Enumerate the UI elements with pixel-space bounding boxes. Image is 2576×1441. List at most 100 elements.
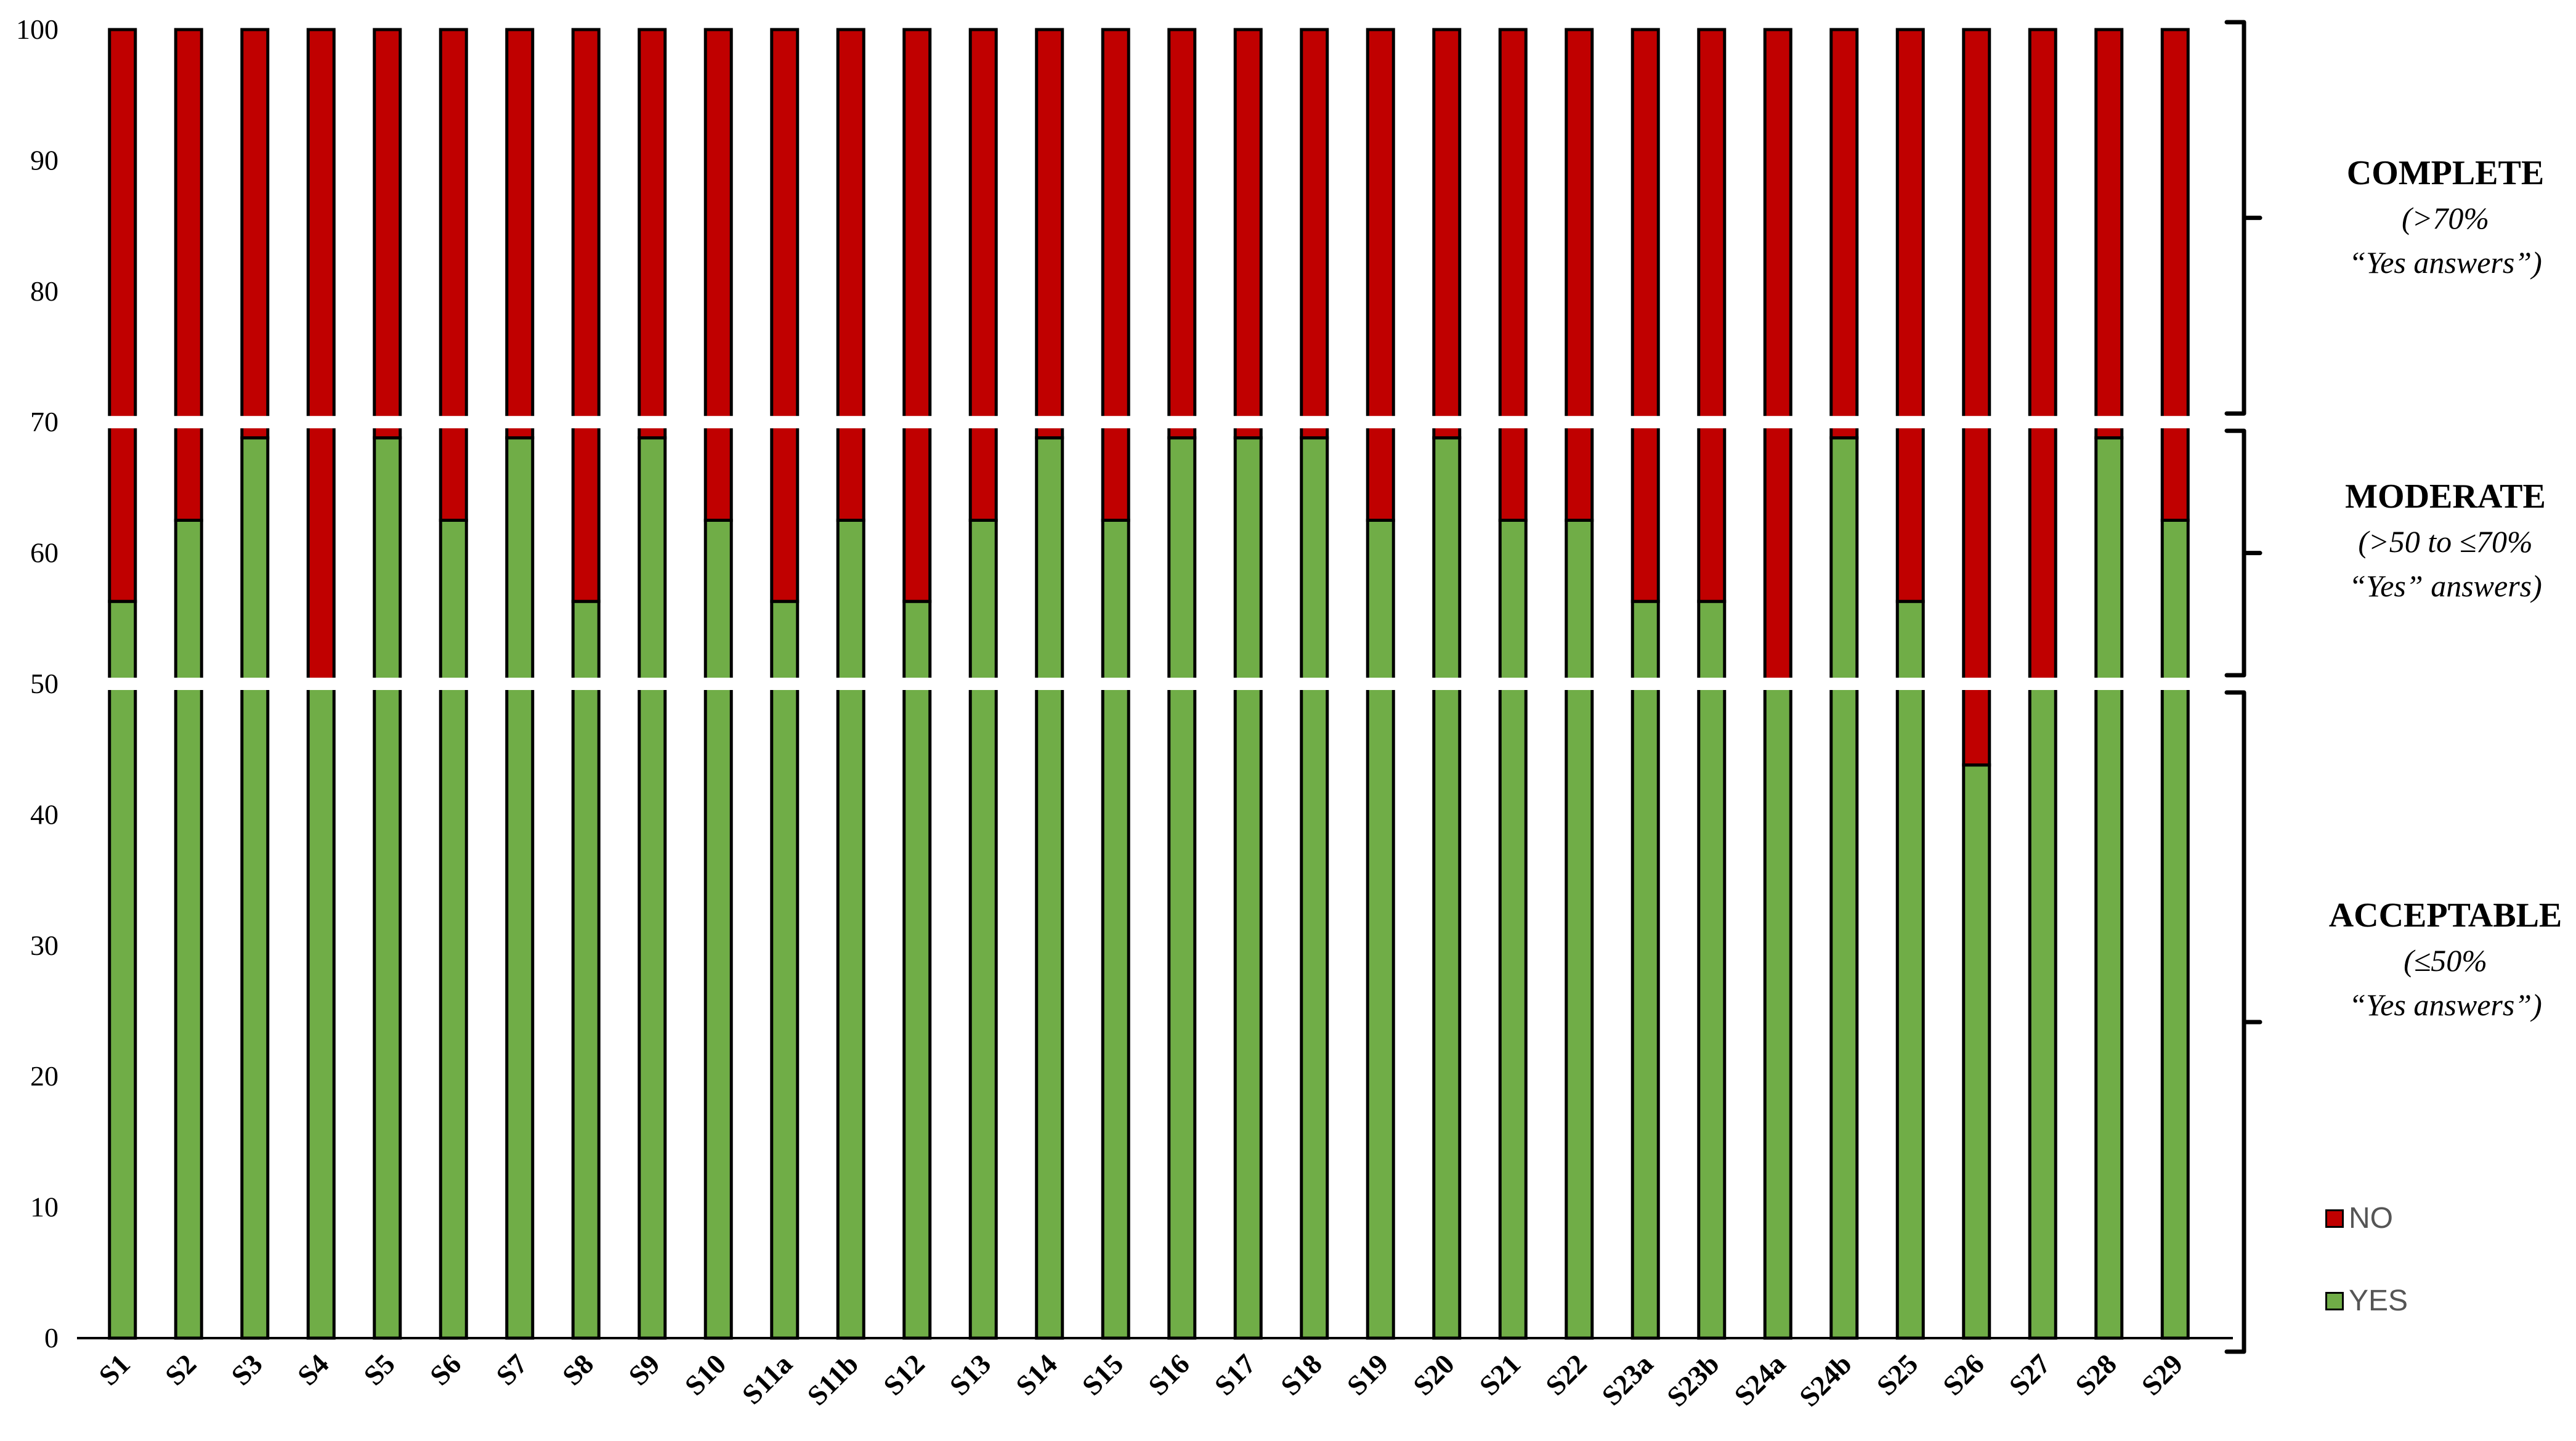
x-tick-label: S20 (1407, 1348, 1460, 1402)
region-braces (2224, 20, 2262, 1354)
bar-no-s29 (2160, 28, 2190, 522)
bar-no-s5 (373, 28, 402, 440)
bar-no-s21 (1498, 28, 1528, 522)
bar-yes-s24b (1829, 436, 1859, 1340)
bar-no-s8 (571, 28, 601, 603)
bar-no-s1 (108, 28, 137, 603)
x-tick-label: S23a (1595, 1348, 1659, 1411)
y-tick-label: 0 (44, 1322, 59, 1354)
bar-no-s16 (1167, 28, 1197, 440)
bar-no-s24b (1829, 28, 1859, 440)
region-acceptable-sub1: (≤50% (2404, 943, 2487, 978)
x-tick-label: S11a (736, 1348, 798, 1410)
y-tick-label: 100 (16, 14, 59, 45)
bar-no-s27 (2028, 28, 2057, 686)
x-tick-label: S29 (2136, 1348, 2189, 1402)
bar-no-s3 (240, 28, 270, 440)
y-tick-label: 60 (30, 537, 59, 569)
bar-yes-s6 (439, 519, 468, 1340)
bar-no-s25 (1895, 28, 1925, 603)
band-break (83, 678, 2214, 690)
bar-yes-s18 (1300, 436, 1329, 1340)
bar-no-s2 (174, 28, 203, 522)
bar-no-s11a (770, 28, 800, 603)
bar-yes-s2 (174, 519, 203, 1340)
bar-yes-s3 (240, 436, 270, 1340)
x-tick-label: S10 (679, 1348, 732, 1402)
bar-no-s22 (1565, 28, 1594, 522)
bar-no-s23b (1697, 28, 1727, 603)
bar-yes-s22 (1565, 519, 1594, 1340)
bar-yes-s11b (836, 519, 865, 1340)
bar-no-s24a (1763, 28, 1792, 686)
bar-yes-s9 (638, 436, 667, 1340)
x-tick-label: S11b (801, 1348, 864, 1411)
region-complete-title: COMPLETE (2346, 154, 2545, 192)
x-axis: S1 S2 S3 S4 S5 S6 S7 S8 S9 S10 S11a S11b S12 S13 S14 S1… (77, 1337, 2233, 1413)
bar-yes-s14 (1035, 436, 1064, 1340)
bar-no-s7 (505, 28, 535, 440)
y-axis: 0 10 20 30 40 50 60 70 80 90 100 (16, 14, 59, 1354)
x-tick-label: S1 (92, 1348, 136, 1391)
x-tick-label: S22 (1539, 1348, 1593, 1402)
bar-no-s28 (2094, 28, 2124, 440)
bar-no-s10 (703, 28, 733, 522)
bar-yes-s26 (1962, 763, 1991, 1340)
x-tick-label: S8 (556, 1348, 599, 1391)
y-tick-label: 40 (30, 798, 59, 830)
x-tick-label: S12 (877, 1348, 931, 1402)
bar-yes-s12 (902, 599, 932, 1340)
x-tick-label: S21 (1473, 1348, 1527, 1402)
x-tick-label: S24b (1793, 1348, 1858, 1413)
x-tick-label: S26 (1937, 1348, 1990, 1402)
x-tick-label: S25 (1871, 1348, 1924, 1402)
bars (83, 28, 2214, 1340)
legend-yes-swatch (2325, 1291, 2344, 1310)
bar-yes-s27 (2028, 682, 2057, 1340)
x-tick-label: S28 (2069, 1348, 2123, 1402)
bar-no-s6 (439, 28, 468, 522)
bar-no-s17 (1233, 28, 1263, 440)
bar-no-s15 (1101, 28, 1130, 522)
bar-yes-s17 (1233, 436, 1263, 1340)
x-tick-label: S15 (1076, 1348, 1130, 1402)
y-tick-label: 70 (30, 406, 59, 437)
y-tick-label: 10 (30, 1191, 59, 1223)
region-brace (2224, 428, 2262, 678)
region-moderate-title: MODERATE (2345, 477, 2546, 516)
bar-no-s23a (1630, 28, 1660, 603)
x-tick-label: S13 (944, 1348, 997, 1402)
region-moderate: MODERATE (>50 to ≤70% “Yes” answers) (2316, 474, 2575, 609)
bar-yes-s28 (2094, 436, 2124, 1340)
region-complete-sub1: (>70% (2401, 200, 2490, 235)
x-tick-label: S23b (1661, 1348, 1725, 1413)
bar-no-s13 (968, 28, 998, 522)
bar-yes-s23a (1630, 599, 1660, 1340)
bar-no-s12 (902, 28, 932, 603)
bar-yes-s10 (703, 519, 733, 1340)
x-tick-label: S2 (159, 1348, 202, 1391)
region-complete-sub2: “Yes answers”) (2349, 245, 2542, 280)
region-moderate-sub1: (>50 to ≤70% (2358, 524, 2533, 559)
x-tick-label: S5 (357, 1348, 400, 1391)
region-brace (2224, 20, 2262, 416)
x-tick-label: S3 (225, 1348, 268, 1391)
bar-yes-s7 (505, 436, 535, 1340)
legend-no-swatch (2325, 1209, 2344, 1228)
bar-yes-s13 (968, 519, 998, 1340)
bar-yes-s21 (1498, 519, 1528, 1340)
y-tick-label: 30 (30, 930, 59, 961)
region-complete: COMPLETE (>70% “Yes answers”) (2316, 151, 2575, 285)
region-moderate-sub2: “Yes” answers) (2349, 569, 2542, 604)
bar-no-s11b (836, 28, 865, 522)
y-tick-label: 20 (30, 1060, 59, 1092)
x-tick-label: S14 (1010, 1348, 1063, 1402)
bar-yes-s19 (1366, 519, 1395, 1340)
legend-no: NO (2325, 1201, 2393, 1235)
legend-yes: YES (2325, 1284, 2408, 1318)
x-tick-label: S6 (424, 1348, 467, 1391)
x-tick-label: S27 (2003, 1348, 2057, 1402)
bar-yes-s8 (571, 599, 601, 1340)
bar-no-s26 (1962, 28, 1991, 767)
